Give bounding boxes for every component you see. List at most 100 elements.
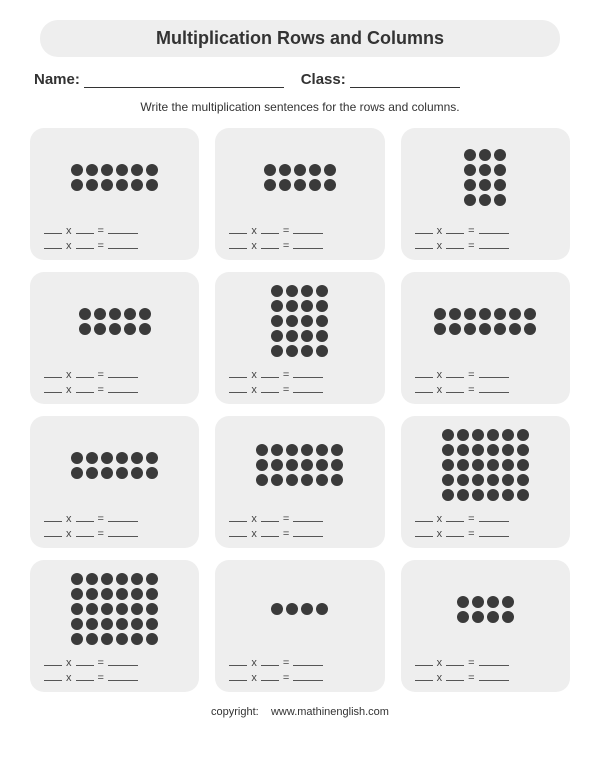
problem-cell: x=x= <box>215 128 384 260</box>
factor-blank[interactable] <box>415 224 433 234</box>
product-blank[interactable] <box>479 671 509 681</box>
dot <box>464 308 476 320</box>
factor-blank[interactable] <box>44 512 62 522</box>
class-blank[interactable] <box>350 74 460 88</box>
factor-blank[interactable] <box>44 239 62 249</box>
product-blank[interactable] <box>108 368 138 378</box>
dot <box>457 429 469 441</box>
factor-blank[interactable] <box>229 656 247 666</box>
factor-blank[interactable] <box>261 224 279 234</box>
dot <box>286 300 298 312</box>
factor-blank[interactable] <box>446 656 464 666</box>
dot <box>517 489 529 501</box>
factor-blank[interactable] <box>446 527 464 537</box>
factor-blank[interactable] <box>415 527 433 537</box>
dot <box>464 179 476 191</box>
factor-blank[interactable] <box>261 512 279 522</box>
product-blank[interactable] <box>479 383 509 393</box>
factor-blank[interactable] <box>446 224 464 234</box>
product-blank[interactable] <box>293 671 323 681</box>
product-blank[interactable] <box>108 527 138 537</box>
product-blank[interactable] <box>108 239 138 249</box>
dot-array <box>271 285 328 357</box>
dots-area <box>256 426 343 504</box>
product-blank[interactable] <box>108 656 138 666</box>
dot <box>309 179 321 191</box>
factor-blank[interactable] <box>446 512 464 522</box>
factor-blank[interactable] <box>76 671 94 681</box>
factor-blank[interactable] <box>415 239 433 249</box>
factor-blank[interactable] <box>261 671 279 681</box>
product-blank[interactable] <box>479 368 509 378</box>
dot <box>279 179 291 191</box>
factor-blank[interactable] <box>44 224 62 234</box>
factor-blank[interactable] <box>76 527 94 537</box>
product-blank[interactable] <box>108 224 138 234</box>
dot <box>487 611 499 623</box>
product-blank[interactable] <box>293 512 323 522</box>
factor-blank[interactable] <box>415 656 433 666</box>
product-blank[interactable] <box>479 224 509 234</box>
equation-row: x= <box>44 383 185 396</box>
dot <box>331 444 343 456</box>
factor-blank[interactable] <box>415 512 433 522</box>
dot <box>86 179 98 191</box>
factor-blank[interactable] <box>76 224 94 234</box>
factor-blank[interactable] <box>76 368 94 378</box>
factor-blank[interactable] <box>44 368 62 378</box>
factor-blank[interactable] <box>229 383 247 393</box>
dot <box>472 444 484 456</box>
dot <box>101 603 113 615</box>
factor-blank[interactable] <box>229 224 247 234</box>
product-blank[interactable] <box>479 512 509 522</box>
product-blank[interactable] <box>479 656 509 666</box>
factor-blank[interactable] <box>229 527 247 537</box>
factor-blank[interactable] <box>44 527 62 537</box>
product-blank[interactable] <box>108 671 138 681</box>
factor-blank[interactable] <box>446 383 464 393</box>
product-blank[interactable] <box>293 239 323 249</box>
dot <box>301 603 313 615</box>
product-blank[interactable] <box>293 656 323 666</box>
factor-blank[interactable] <box>229 239 247 249</box>
factor-blank[interactable] <box>44 656 62 666</box>
factor-blank[interactable] <box>261 383 279 393</box>
factor-blank[interactable] <box>415 368 433 378</box>
product-blank[interactable] <box>293 383 323 393</box>
factor-blank[interactable] <box>76 239 94 249</box>
dot <box>442 489 454 501</box>
factor-blank[interactable] <box>446 239 464 249</box>
product-blank[interactable] <box>108 512 138 522</box>
factor-blank[interactable] <box>415 671 433 681</box>
dots-area <box>79 282 151 360</box>
factor-blank[interactable] <box>261 527 279 537</box>
factor-blank[interactable] <box>261 368 279 378</box>
factor-blank[interactable] <box>229 368 247 378</box>
product-blank[interactable] <box>293 527 323 537</box>
factor-blank[interactable] <box>446 671 464 681</box>
product-blank[interactable] <box>293 224 323 234</box>
factor-blank[interactable] <box>446 368 464 378</box>
factor-blank[interactable] <box>76 656 94 666</box>
factor-blank[interactable] <box>229 512 247 522</box>
factor-blank[interactable] <box>44 383 62 393</box>
times-symbol: x <box>66 672 72 684</box>
product-blank[interactable] <box>108 383 138 393</box>
product-blank[interactable] <box>479 239 509 249</box>
dots-area <box>71 570 158 648</box>
dot <box>502 444 514 456</box>
dot <box>294 179 306 191</box>
product-blank[interactable] <box>479 527 509 537</box>
factor-blank[interactable] <box>76 512 94 522</box>
name-blank[interactable] <box>84 74 284 88</box>
factor-blank[interactable] <box>229 671 247 681</box>
factor-blank[interactable] <box>415 383 433 393</box>
factor-blank[interactable] <box>261 239 279 249</box>
equals-symbol: = <box>283 240 289 252</box>
product-blank[interactable] <box>293 368 323 378</box>
times-symbol: x <box>437 528 443 540</box>
dot <box>494 308 506 320</box>
factor-blank[interactable] <box>76 383 94 393</box>
factor-blank[interactable] <box>44 671 62 681</box>
factor-blank[interactable] <box>261 656 279 666</box>
